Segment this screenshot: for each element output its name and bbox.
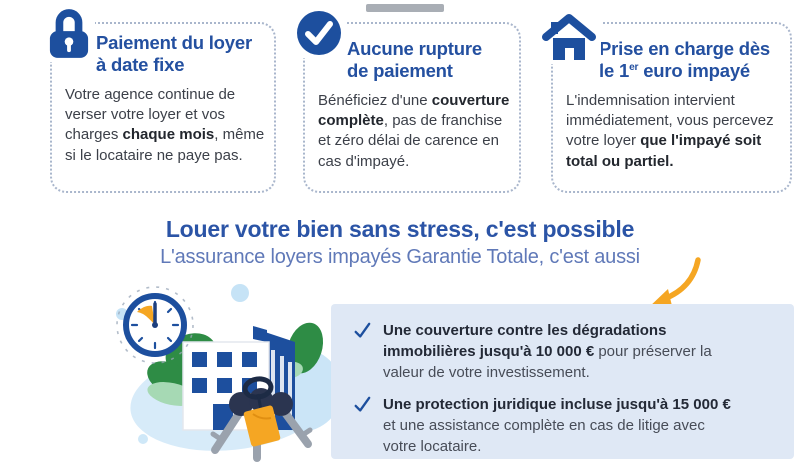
cropped-banner-remnant — [366, 4, 444, 12]
card-title: Aucune rupture de paiement — [347, 38, 519, 82]
card-title: Paiement du loyer à date fixe — [96, 32, 274, 76]
card-body-text: Bénéficiez d'une couverture complète, pa… — [318, 91, 510, 170]
benefit-card-paiement-loyer: Paiement du loyer à date fixe Votre agen… — [43, 6, 276, 193]
card-title-line: le 1er euro impayé — [599, 59, 750, 81]
card-title-line: Paiement du loyer — [96, 32, 252, 53]
card-body-text: Votre agence continue de verser votre lo… — [65, 85, 265, 164]
house-icon — [537, 12, 601, 64]
ordinal-superscript: er — [629, 61, 639, 73]
building-keys-illustration — [95, 282, 342, 462]
card-title: Prise en charge dès le 1er euro impayé — [599, 38, 790, 82]
benefit-item-text: Une protection juridique incluse jusqu'à… — [383, 396, 731, 455]
benefit-item-text: Une couverture contre les dégradations i… — [383, 322, 712, 381]
card-title-line: de paiement — [347, 59, 453, 81]
keys-icon — [210, 376, 313, 462]
card-title-line: Aucune rupture — [347, 38, 482, 59]
check-circle-icon — [291, 8, 347, 58]
section-headline: Louer votre bien sans stress, c'est poss… — [0, 216, 800, 269]
check-icon — [353, 396, 371, 414]
benefit-card-prise-en-charge: Prise en charge dès le 1er euro impayé L… — [537, 12, 792, 193]
benefit-item: Une protection juridique incluse jusqu'à… — [353, 394, 774, 457]
card-title-line: à date fixe — [96, 53, 185, 75]
benefits-box: Une couverture contre les dégradations i… — [331, 304, 794, 459]
card-title-line: Prise en charge dès — [599, 38, 771, 59]
card-body-text: L'indemnisation intervient immédiatement… — [566, 91, 774, 170]
benefit-card-aucune-rupture: Aucune rupture de paiement Bénéficiez d'… — [291, 8, 521, 193]
check-icon — [353, 322, 371, 340]
section-title: Louer votre bien sans stress, c'est poss… — [165, 216, 635, 242]
benefit-item: Une couverture contre les dégradations i… — [353, 320, 774, 383]
section-subtitle: L'assurance loyers impayés Garantie Tota… — [160, 246, 640, 268]
lock-icon — [43, 6, 95, 62]
clock-icon — [116, 286, 194, 364]
